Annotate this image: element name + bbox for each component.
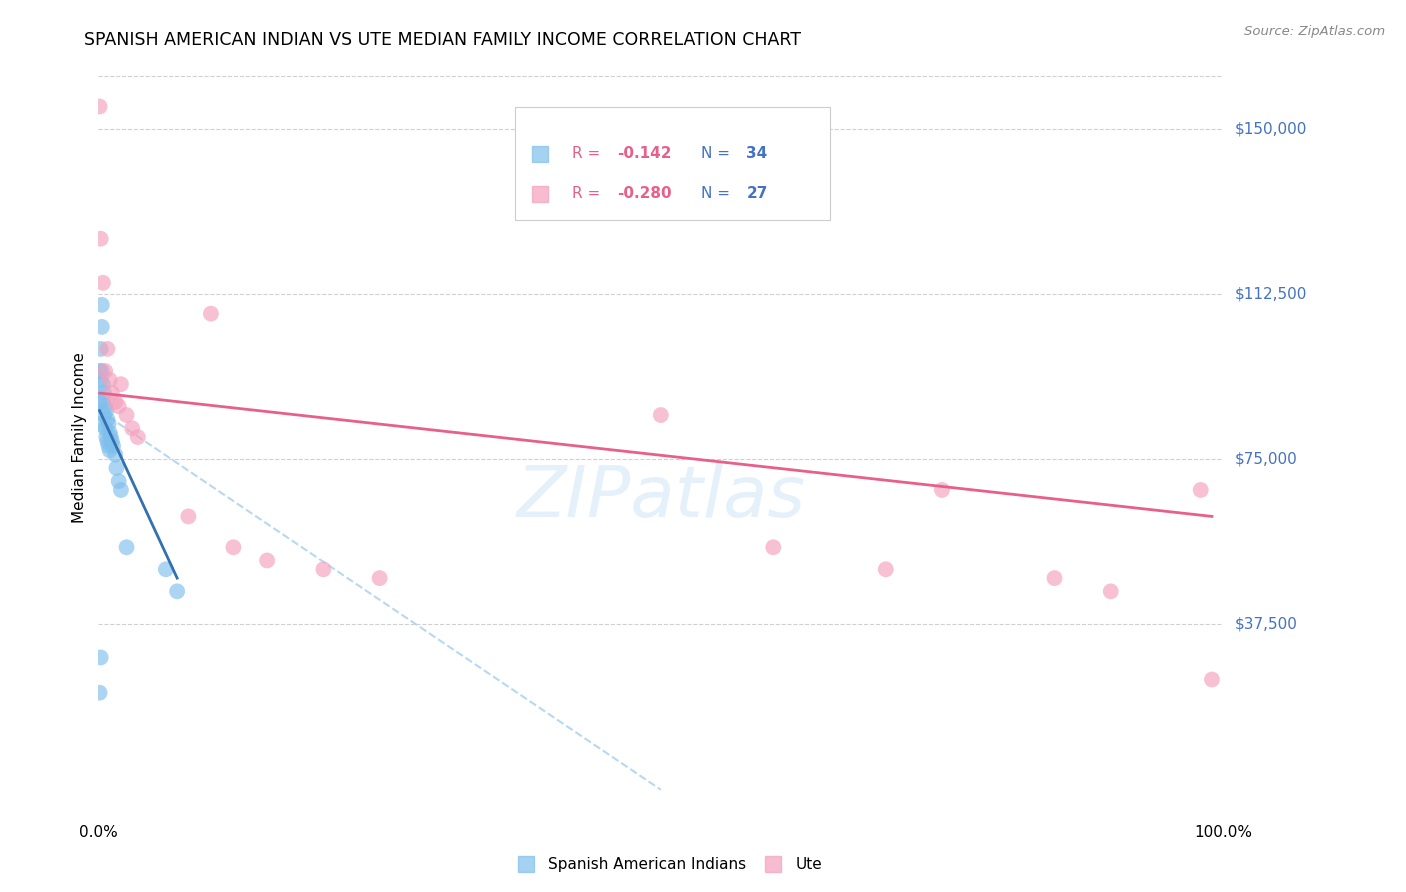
- Text: R =: R =: [572, 146, 605, 161]
- Point: [98, 443, 121, 458]
- Text: N =: N =: [702, 146, 735, 161]
- Point: [96, 403, 118, 417]
- Text: N =: N =: [702, 186, 735, 201]
- Point: [104, 394, 127, 409]
- Point: [90, 232, 112, 246]
- Point: [177, 509, 200, 524]
- Point: [931, 483, 953, 497]
- Point: [1189, 483, 1212, 497]
- Text: 34: 34: [747, 146, 768, 161]
- Point: [90, 373, 112, 387]
- Point: [650, 408, 672, 422]
- Point: [89, 394, 111, 409]
- Point: [90, 364, 112, 378]
- Point: [110, 377, 132, 392]
- Point: [222, 541, 245, 555]
- Point: [875, 562, 897, 576]
- Point: [93, 386, 115, 401]
- Point: [98, 425, 121, 440]
- Point: [94, 421, 117, 435]
- Point: [105, 461, 128, 475]
- Point: [155, 562, 177, 576]
- Point: [89, 364, 111, 378]
- Point: [127, 430, 149, 444]
- Point: [166, 584, 188, 599]
- Point: [762, 541, 785, 555]
- Point: [94, 399, 117, 413]
- Point: [89, 686, 111, 700]
- Point: [90, 298, 112, 312]
- Point: [312, 562, 335, 576]
- Text: 27: 27: [747, 186, 768, 201]
- Point: [91, 394, 114, 409]
- Text: Spanish American Indians: Spanish American Indians: [548, 856, 747, 871]
- Point: [107, 474, 129, 488]
- Point: [100, 430, 122, 444]
- Point: [96, 430, 118, 444]
- Text: Source: ZipAtlas.com: Source: ZipAtlas.com: [1244, 25, 1385, 38]
- Point: [91, 377, 114, 392]
- Point: [256, 553, 278, 567]
- Point: [93, 408, 115, 422]
- FancyBboxPatch shape: [515, 107, 830, 219]
- Text: SPANISH AMERICAN INDIAN VS UTE MEDIAN FAMILY INCOME CORRELATION CHART: SPANISH AMERICAN INDIAN VS UTE MEDIAN FA…: [84, 31, 801, 49]
- Point: [107, 399, 129, 413]
- Point: [368, 571, 391, 585]
- Point: [121, 421, 143, 435]
- Text: Ute: Ute: [796, 856, 823, 871]
- Text: $150,000: $150,000: [1234, 121, 1306, 136]
- Point: [97, 417, 120, 431]
- Point: [115, 408, 138, 422]
- Text: -0.280: -0.280: [617, 186, 672, 201]
- Point: [96, 342, 118, 356]
- Point: [90, 342, 112, 356]
- Point: [110, 483, 132, 497]
- Text: -0.142: -0.142: [617, 146, 672, 161]
- Point: [98, 373, 121, 387]
- Text: ZIPatlas: ZIPatlas: [516, 463, 806, 532]
- Point: [96, 434, 118, 449]
- Point: [96, 412, 118, 426]
- Point: [101, 386, 124, 401]
- Point: [90, 650, 112, 665]
- Point: [97, 439, 120, 453]
- Point: [1043, 571, 1066, 585]
- Point: [90, 319, 112, 334]
- Point: [115, 541, 138, 555]
- Y-axis label: Median Family Income: Median Family Income: [72, 351, 87, 523]
- Point: [101, 434, 124, 449]
- Text: R =: R =: [572, 186, 605, 201]
- Point: [1201, 673, 1223, 687]
- Point: [104, 448, 127, 462]
- Point: [90, 417, 112, 431]
- Point: [94, 364, 117, 378]
- Point: [101, 439, 124, 453]
- Text: $75,000: $75,000: [1234, 451, 1298, 467]
- Point: [91, 276, 114, 290]
- Text: $37,500: $37,500: [1234, 617, 1298, 632]
- Point: [200, 307, 222, 321]
- Point: [1099, 584, 1122, 599]
- Text: $112,500: $112,500: [1234, 286, 1306, 301]
- Point: [89, 99, 111, 113]
